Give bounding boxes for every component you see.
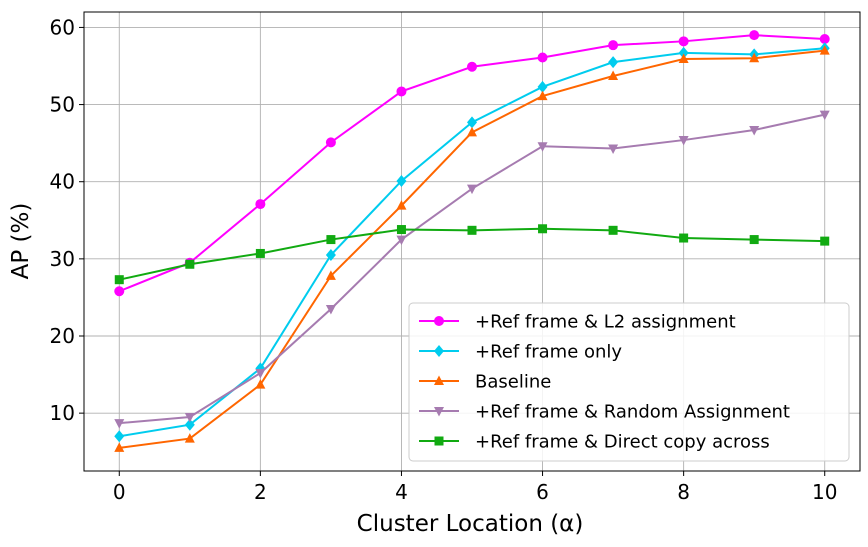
series-line — [119, 227, 825, 281]
data-point — [819, 45, 830, 55]
legend-entry: Baseline — [419, 372, 551, 393]
data-point — [467, 184, 477, 195]
data-point — [537, 52, 548, 63]
data-point — [434, 407, 444, 417]
data-point — [114, 430, 125, 443]
data-point — [184, 433, 195, 443]
data-point — [434, 316, 444, 326]
data-point — [608, 225, 618, 235]
data-point — [255, 248, 265, 258]
data-point — [434, 345, 444, 357]
legend-label: +Ref frame & L2 assignment — [475, 312, 736, 333]
series-2 — [114, 45, 830, 452]
legend-entry: +Ref frame & L2 assignment — [419, 312, 736, 333]
data-point — [396, 86, 407, 97]
legend-label: +Ref frame & Direct copy across — [475, 432, 770, 453]
x-tick-label: 2 — [254, 480, 267, 504]
data-point — [326, 235, 336, 245]
data-point — [114, 275, 124, 285]
data-point — [114, 286, 125, 297]
data-point — [537, 80, 548, 93]
data-point — [538, 224, 548, 234]
data-point — [467, 225, 477, 235]
legend-entry: +Ref frame & Random Assignment — [419, 402, 790, 423]
y-tick-label: 40 — [50, 170, 75, 194]
x-axis-label: Cluster Location (α) — [357, 511, 584, 537]
data-point — [325, 305, 336, 315]
data-point — [434, 375, 444, 385]
series-0 — [114, 30, 830, 297]
data-point — [114, 442, 125, 452]
y-tick-label: 20 — [50, 324, 75, 348]
y-tick-label: 30 — [50, 247, 75, 271]
data-point — [678, 136, 689, 146]
series-lines — [114, 30, 830, 452]
y-axis-label: AP (%) — [8, 203, 34, 280]
data-point — [678, 53, 689, 64]
data-point — [608, 70, 619, 81]
data-point — [819, 110, 830, 121]
x-tick-label: 10 — [812, 480, 837, 504]
data-point — [434, 436, 444, 446]
data-point — [396, 235, 407, 246]
data-point — [608, 40, 619, 51]
data-point — [608, 56, 619, 69]
data-point — [184, 413, 195, 423]
data-point — [749, 52, 760, 63]
data-point — [467, 116, 477, 129]
y-tick-label: 60 — [50, 15, 75, 39]
data-point — [255, 199, 266, 210]
x-tick-label: 4 — [395, 480, 408, 504]
y-tick-label: 10 — [50, 401, 75, 425]
legend-label: Baseline — [475, 372, 551, 393]
plot-frame — [83, 11, 861, 472]
x-tick-label: 8 — [677, 480, 690, 504]
data-point — [255, 379, 266, 389]
data-point — [467, 61, 477, 72]
legend-box — [408, 302, 850, 462]
series-3 — [114, 110, 830, 429]
series-line — [118, 34, 825, 293]
axis-ticks: 0 2 4 6 8 10 10 20 30 40 50 60 — [50, 15, 838, 504]
data-point — [749, 126, 760, 136]
data-point — [184, 418, 195, 431]
data-point — [396, 200, 407, 210]
data-point — [679, 233, 689, 243]
data-point — [819, 34, 830, 44]
data-point — [396, 225, 406, 235]
data-point — [325, 270, 336, 280]
data-point — [820, 236, 830, 246]
data-point — [325, 137, 336, 148]
legend-label: +Ref frame & Random Assignment — [475, 402, 790, 423]
data-point — [678, 36, 689, 47]
data-point — [467, 126, 477, 137]
data-point — [537, 90, 548, 101]
x-tick-label: 0 — [113, 480, 126, 504]
data-point — [678, 46, 689, 59]
data-point — [608, 144, 619, 155]
legend-entry: +Ref frame only — [419, 342, 622, 363]
data-point — [325, 249, 336, 261]
legend-entry: +Ref frame & Direct copy across — [419, 432, 770, 453]
data-point — [749, 30, 760, 41]
legend-label: +Ref frame only — [475, 342, 622, 363]
x-tick-label: 6 — [536, 480, 549, 504]
data-point — [185, 259, 195, 269]
data-point — [537, 142, 548, 152]
data-point — [114, 419, 125, 429]
data-point — [749, 235, 759, 245]
data-point — [396, 174, 407, 187]
legend: +Ref frame & L2 assignment +Ref frame onl… — [408, 302, 850, 462]
y-tick-label: 50 — [50, 93, 75, 117]
series-4 — [114, 224, 830, 285]
data-point — [255, 369, 266, 379]
